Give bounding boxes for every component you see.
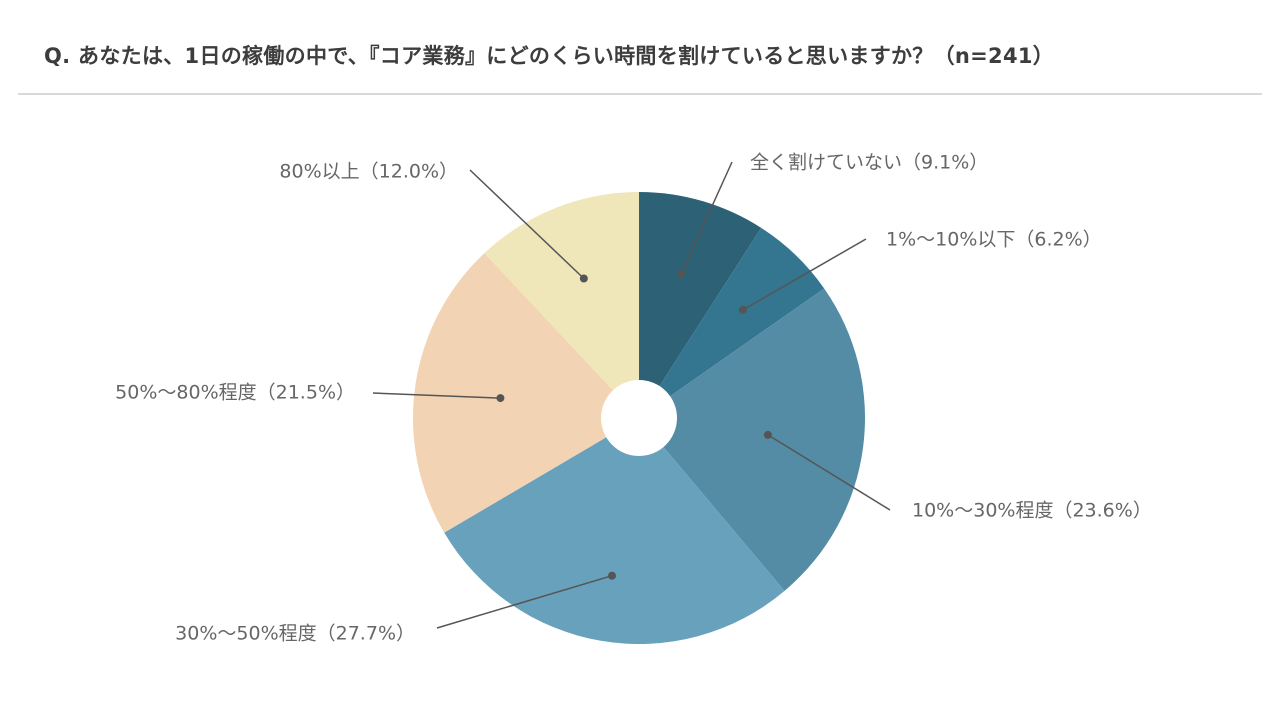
donut-hole — [601, 380, 677, 456]
callout-dot — [677, 270, 686, 279]
pie-slices — [413, 192, 866, 644]
slice-label: 全く割けていない（9.1%） — [750, 152, 988, 174]
pie-slice — [639, 192, 762, 418]
callout-dot — [608, 571, 617, 580]
callout-dot — [763, 430, 772, 439]
pie-slice — [413, 253, 639, 533]
slice-label: 30%〜50%程度（27.7%） — [175, 623, 415, 645]
callout-line — [767, 434, 891, 511]
callout-dot — [579, 274, 588, 283]
pie-slice — [639, 288, 866, 591]
callout-dot — [738, 305, 747, 314]
callout-line — [680, 161, 733, 275]
callout-line — [436, 574, 613, 629]
pie-slice — [639, 227, 825, 418]
pie-slice — [484, 192, 639, 418]
chart-title: Q. あなたは、1日の稼働の中で、『コア業務』にどのくらい時間を割けていると思い… — [44, 44, 1055, 68]
title-divider — [18, 93, 1262, 95]
pie-slice — [444, 418, 785, 644]
callout-dot — [496, 394, 505, 403]
callouts: 全く割けていない（9.1%） 1%〜10%以下（6.2%） 10%〜30%程度（23… — [115, 152, 1152, 645]
slice-label: 10%〜30%程度（23.6%） — [912, 500, 1152, 522]
callout-line — [372, 392, 501, 399]
slice-label: 1%〜10%以下（6.2%） — [886, 229, 1102, 251]
callout-line — [469, 169, 585, 280]
callout-line — [742, 238, 867, 311]
slice-label: 80%以上（12.0%） — [279, 161, 458, 183]
slice-label: 50%〜80%程度（21.5%） — [115, 382, 355, 404]
